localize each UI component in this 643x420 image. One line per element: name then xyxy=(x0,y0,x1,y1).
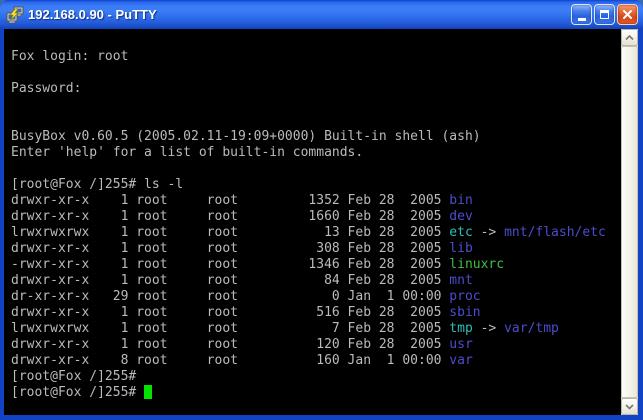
terminal-line: Fox login: root xyxy=(11,49,621,65)
close-icon xyxy=(623,10,632,19)
terminal-line: drwxr-xr-x 1 root root 1352 Feb 28 2005 … xyxy=(11,193,621,209)
terminal-line: lrwxrwxrwx 1 root root 13 Feb 28 2005 et… xyxy=(11,225,621,241)
terminal-text: -rwxr-xr-x 1 root root 1346 Feb 28 2005 xyxy=(11,257,450,272)
terminal-line xyxy=(11,33,621,49)
window-controls xyxy=(571,4,638,25)
terminal-line: Password: xyxy=(11,81,621,97)
minimize-button[interactable] xyxy=(571,4,592,25)
terminal-text: var xyxy=(449,353,473,368)
terminal-text: Password: xyxy=(11,81,82,96)
terminal-text: mnt xyxy=(449,273,473,288)
terminal-frame: Fox login: root Password: BusyBox v0.60.… xyxy=(4,29,638,415)
terminal-text: etc xyxy=(449,225,473,240)
terminal-text: drwxr-xr-x 1 root root 1660 Feb 28 2005 xyxy=(11,209,450,224)
terminal-text: Fox login: root xyxy=(11,49,129,64)
terminal-text: [root@Fox /]255# ls -l xyxy=(11,177,184,192)
terminal-line xyxy=(11,401,621,415)
terminal-text: usr xyxy=(449,337,473,352)
terminal-line xyxy=(11,65,621,81)
terminal-line: dr-xr-xr-x 29 root root 0 Jan 1 00:00 pr… xyxy=(11,289,621,305)
maximize-icon xyxy=(600,10,609,19)
window-title: 192.168.0.90 - PuTTY xyxy=(28,7,157,22)
terminal-text: Enter 'help' for a list of built-in comm… xyxy=(11,145,364,160)
terminal-text: drwxr-xr-x 1 root root 120 Feb 28 2005 xyxy=(11,337,450,352)
terminal-text: proc xyxy=(449,289,481,304)
scroll-down-button[interactable] xyxy=(621,398,638,415)
terminal-line: [root@Fox /]255# ls -l xyxy=(11,177,621,193)
terminal-text: drwxr-xr-x 1 root root 84 Feb 28 2005 xyxy=(11,273,450,288)
terminal-text: lrwxrwxrwx 1 root root 13 Feb 28 2005 xyxy=(11,225,450,240)
terminal-text: tmp xyxy=(449,321,473,336)
terminal-line xyxy=(11,97,621,113)
scrollbar-thumb[interactable] xyxy=(621,46,638,398)
maximize-button[interactable] xyxy=(594,4,615,25)
terminal-line: BusyBox v0.60.5 (2005.02.11-19:09+0000) … xyxy=(11,129,621,145)
terminal-text: dr-xr-xr-x 29 root root 0 Jan 1 00:00 xyxy=(11,289,450,304)
terminal-text: -> xyxy=(472,225,505,240)
terminal-text: drwxr-xr-x 1 root root 1352 Feb 28 2005 xyxy=(11,193,450,208)
chevron-up-icon xyxy=(625,34,634,40)
terminal-text: BusyBox v0.60.5 (2005.02.11-19:09+0000) … xyxy=(11,129,481,144)
terminal-text: drwxr-xr-x 1 root root 308 Feb 28 2005 xyxy=(11,241,450,256)
terminal-line: drwxr-xr-x 1 root root 308 Feb 28 2005 l… xyxy=(11,241,621,257)
terminal-line: drwxr-xr-x 1 root root 1660 Feb 28 2005 … xyxy=(11,209,621,225)
terminal-text: [root@Fox /]255# xyxy=(11,369,137,384)
terminal-line: drwxr-xr-x 1 root root 84 Feb 28 2005 mn… xyxy=(11,273,621,289)
scrollbar[interactable] xyxy=(621,29,638,415)
minimize-icon xyxy=(577,17,586,21)
terminal-line: drwxr-xr-x 8 root root 160 Jan 1 00:00 v… xyxy=(11,353,621,369)
terminal-text: drwxr-xr-x 1 root root 516 Feb 28 2005 xyxy=(11,305,450,320)
terminal-text: dev xyxy=(449,209,473,224)
terminal-screen[interactable]: Fox login: root Password: BusyBox v0.60.… xyxy=(4,29,621,415)
terminal-text: drwxr-xr-x 8 root root 160 Jan 1 00:00 xyxy=(11,353,450,368)
terminal-line: Enter 'help' for a list of built-in comm… xyxy=(11,145,621,161)
terminal-text: linuxrc xyxy=(449,257,505,272)
terminal-line: [root@Fox /]255# xyxy=(11,369,621,385)
terminal-line: lrwxrwxrwx 1 root root 7 Feb 28 2005 tmp… xyxy=(11,321,621,337)
terminal-text: lrwxrwxrwx 1 root root 7 Feb 28 2005 xyxy=(11,321,450,336)
terminal-line xyxy=(11,113,621,129)
close-button[interactable] xyxy=(617,4,638,25)
terminal-line xyxy=(11,161,621,177)
title-bar[interactable]: 192.168.0.90 - PuTTY xyxy=(0,0,643,29)
terminal-text: sbin xyxy=(449,305,481,320)
putty-icon xyxy=(6,6,24,24)
terminal-cursor xyxy=(144,384,153,399)
terminal-text: -> xyxy=(472,321,505,336)
terminal-line: -rwxr-xr-x 1 root root 1346 Feb 28 2005 … xyxy=(11,257,621,273)
terminal-text: bin xyxy=(449,193,473,208)
terminal-text: var/tmp xyxy=(504,321,559,336)
chevron-down-icon xyxy=(625,403,634,410)
terminal-line: drwxr-xr-x 1 root root 120 Feb 28 2005 u… xyxy=(11,337,621,353)
terminal-text: lib xyxy=(449,241,473,256)
terminal-text: [root@Fox /]255# xyxy=(11,385,145,400)
terminal-line: drwxr-xr-x 1 root root 516 Feb 28 2005 s… xyxy=(11,305,621,321)
terminal-line: [root@Fox /]255# xyxy=(11,384,621,401)
scroll-up-button[interactable] xyxy=(621,29,638,46)
terminal-text: mnt/flash/etc xyxy=(504,225,606,240)
